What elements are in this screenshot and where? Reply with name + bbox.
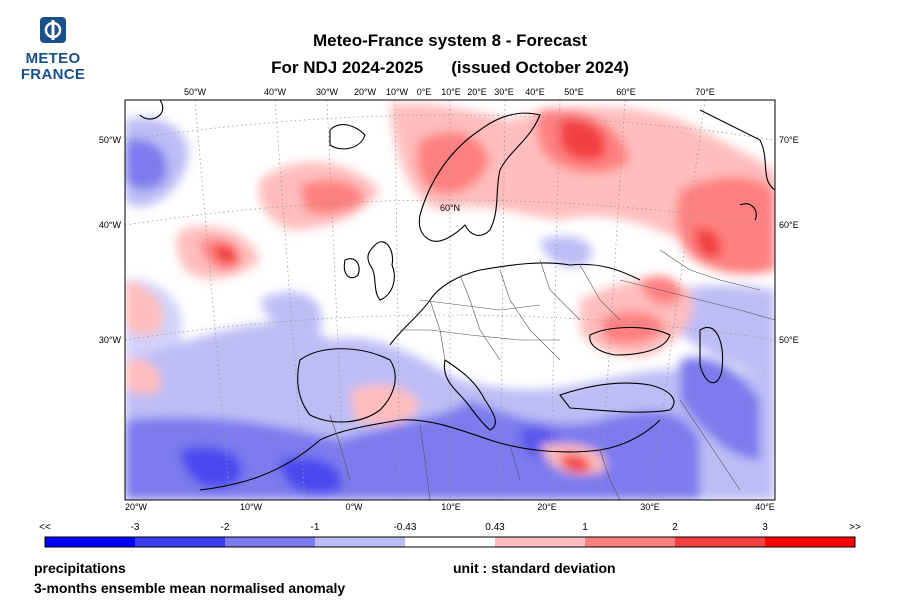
right-grid-label: 60°E (779, 220, 799, 230)
variable-name: precipitations (34, 560, 126, 576)
unit-label: unit : standard deviation (453, 560, 616, 576)
colorbar-cell (45, 537, 135, 547)
colorbar-tick: 2 (672, 522, 678, 533)
top-lon-label: 10°E (441, 87, 461, 97)
forecast-title: Meteo-France system 8 - Forecast (313, 31, 587, 50)
logo-text-meteo: METEO (25, 50, 81, 67)
bottom-lon-label: 10°E (441, 502, 461, 512)
logo-text-france: FRANCE (20, 66, 86, 83)
colorbar-cells (45, 537, 855, 547)
top-lon-label: 30°W (316, 87, 339, 97)
colorbar-cell (585, 537, 675, 547)
top-lon-label: 50°E (564, 87, 584, 97)
bottom-lon-label: 20°W (125, 502, 148, 512)
country-borders (329, 249, 775, 500)
colorbar-tick: -2 (221, 522, 230, 533)
top-lon-label: 10°W (386, 87, 409, 97)
colorbar: << -3 -2 -1 -0.43 0.43 1 2 3 >> (39, 522, 861, 548)
colorbar-right-arrow: >> (849, 522, 861, 533)
bottom-lon-label: 20°E (537, 502, 557, 512)
colorbar-tick: 0.43 (485, 522, 505, 533)
top-lon-label: 70°E (695, 87, 715, 97)
colorbar-frame (44, 536, 856, 548)
top-lon-label: 60°E (616, 87, 636, 97)
bottom-lon-label: 10°W (240, 502, 263, 512)
colorbar-cell (225, 537, 315, 547)
bottom-lon-label: 30°E (640, 502, 660, 512)
forecast-period: For NDJ 2024-2025 (271, 58, 424, 77)
left-grid-label: 40°W (99, 220, 122, 230)
top-lon-label: 50°W (184, 87, 207, 97)
meteo-france-emblem-icon (40, 17, 66, 43)
top-lon-label: 30°E (494, 87, 514, 97)
graticule (125, 100, 775, 500)
forecast-issued: (issued October 2024) (451, 58, 629, 77)
field-description: 3-months ensemble mean normalised anomal… (34, 580, 346, 596)
top-lon-label: 40°W (264, 87, 287, 97)
anomaly-field (125, 100, 775, 500)
colorbar-cell (675, 537, 765, 547)
colorbar-labels: << -3 -2 -1 -0.43 0.43 1 2 3 >> (39, 522, 861, 533)
colorbar-cell (765, 537, 855, 547)
meteo-france-logo: METEO FRANCE (18, 16, 88, 83)
top-lon-label: 0°E (417, 87, 432, 97)
coastlines (125, 100, 775, 491)
left-grid-label: 30°W (99, 335, 122, 345)
top-lon-label: 20°E (467, 87, 487, 97)
latitude-label-60n: 60°N (440, 203, 460, 213)
bottom-lon-label: 40°E (755, 502, 775, 512)
colorbar-tick: -3 (131, 522, 140, 533)
colorbar-tick: 3 (762, 522, 768, 533)
top-lon-label: 40°E (525, 87, 545, 97)
colorbar-cell (405, 537, 495, 547)
right-grid-label: 70°E (779, 135, 799, 145)
coordinate-labels: 50°W 40°W 30°W 20°W 10°W 0°E 10°E 20°E 3… (99, 87, 799, 512)
top-lon-label: 20°W (354, 87, 377, 97)
colorbar-cell (315, 537, 405, 547)
colorbar-left-arrow: << (39, 522, 51, 533)
map-frame (124, 99, 776, 501)
left-grid-label: 50°W (99, 135, 122, 145)
right-grid-label: 50°E (779, 335, 799, 345)
forecast-period-line: For NDJ 2024-2025 (issued October 2024) (150, 58, 750, 78)
colorbar-tick: 1 (582, 522, 588, 533)
bottom-lon-label: 0°W (345, 502, 363, 512)
colorbar-tick: -1 (311, 522, 320, 533)
colorbar-cell (135, 537, 225, 547)
colorbar-tick: -0.43 (394, 522, 417, 533)
colorbar-cell (495, 537, 585, 547)
